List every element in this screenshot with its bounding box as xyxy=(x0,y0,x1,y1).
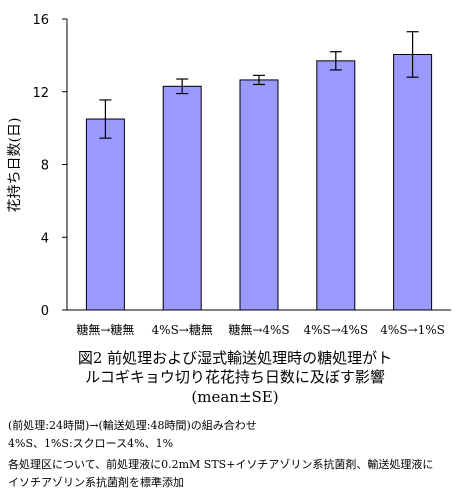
bar xyxy=(239,79,279,311)
bar xyxy=(162,85,202,311)
y-axis-label: 花持ち日数(日) xyxy=(7,118,23,213)
bar xyxy=(393,53,433,311)
note-line-2: 4%S、1%S:スクロース4%、1% xyxy=(8,437,174,450)
y-tick-label: 16 xyxy=(32,13,49,28)
bar xyxy=(85,118,125,311)
y-tick-label: 8 xyxy=(41,159,49,174)
figure-caption-line-3: (mean±SE) xyxy=(191,388,279,406)
x-tick-label: 4%S→4%S xyxy=(304,323,369,337)
y-tick-label: 12 xyxy=(32,86,49,101)
x-tick-label: 4%S→糖無 xyxy=(152,322,213,337)
y-tick-label: 0 xyxy=(41,304,49,319)
x-tick-label: 糖無→糖無 xyxy=(76,322,134,337)
bar-chart: 花持ち日数(日) 糖無→糖無 4%S→糖無 糖無→4%S 4%S→4%S 4%S→1%S… xyxy=(7,13,451,337)
y-tick-label: 4 xyxy=(41,231,49,246)
note-line-3: 各処理区について、前処理液に0.2mM STS+イソチアゾリン系抗菌剤、輸送処理… xyxy=(8,458,434,471)
figure-caption-line-2: ルコギキョウ切り花花持ち日数に及ぼす影響 xyxy=(85,368,385,386)
x-tick-label: 糖無→4%S xyxy=(228,322,289,337)
bar xyxy=(316,60,356,311)
x-tick-label: 4%S→1%S xyxy=(380,323,445,337)
note-line-4: イソチアゾリン系抗菌剤を標準添加 xyxy=(8,476,184,489)
note-line-1: (前処理:24時間)→(輸送処理:48時間)の組み合わせ xyxy=(8,419,257,432)
figure-caption-line-1: 図2 前処理および湿式輸送処理時の糖処理がト xyxy=(77,349,393,367)
